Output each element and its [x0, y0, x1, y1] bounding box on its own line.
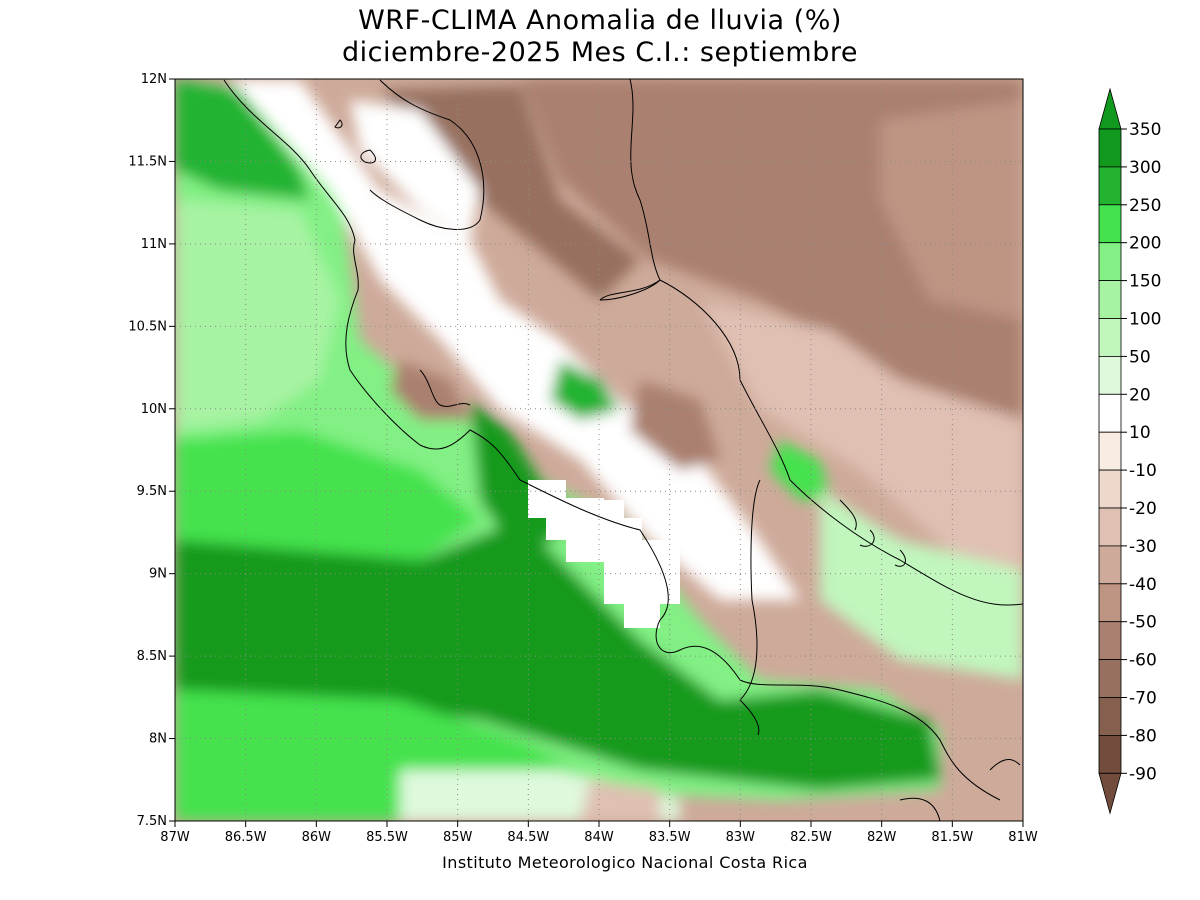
colorbar-label: -80 — [1129, 726, 1157, 746]
field-talamanca-dry — [630, 380, 720, 470]
border-segment — [599, 279, 661, 301]
colorbar-swatch — [1098, 469, 1122, 509]
azuero-coast — [989, 759, 1021, 771]
x-tick-label: 86W — [302, 830, 332, 845]
colorbar-swatch — [1098, 355, 1122, 395]
y-tick-label: 9N — [149, 567, 167, 582]
colorbar-label: 10 — [1129, 423, 1151, 443]
x-tick-label: 84.5W — [507, 830, 549, 845]
pacific-coast-nicaragua — [223, 79, 521, 481]
y-tick-label: 11N — [141, 237, 167, 252]
colorbar-swatch — [1098, 697, 1122, 736]
field-caribbean-wet-spot — [770, 440, 830, 500]
colorbar-label: -40 — [1129, 575, 1157, 595]
y-axis: 7.5N 8N 8.5N 9N 9.5N 10N 10.5N 11N 11.5N 12N — [128, 72, 175, 829]
colorbar-label: 20 — [1129, 385, 1151, 405]
nicaragua-border — [599, 79, 661, 301]
x-tick-label: 85W — [443, 830, 473, 845]
colorbar-swatch — [1098, 507, 1122, 547]
field-caribbean-light — [700, 300, 1023, 600]
colorbar-label: -20 — [1129, 499, 1157, 519]
x-tick-label: 81.5W — [931, 830, 973, 845]
field-gulf-fonseca-wet — [175, 79, 310, 200]
map-credit: Instituto Meteorologico Nacional Costa R… — [442, 853, 808, 872]
field-nicaragua-dry — [380, 85, 640, 300]
y-tick-label: 9.5N — [137, 484, 167, 499]
map-title-line1: WRF-CLIMA Anomalia de lluvia (%) — [358, 5, 842, 36]
island-coiba — [899, 797, 941, 821]
colorbar-label: -50 — [1129, 613, 1157, 633]
colorbar-label: 200 — [1129, 234, 1161, 254]
colorbar-label: 350 — [1129, 120, 1161, 140]
field-south-dry-spot — [580, 780, 660, 821]
x-tick-label: 87W — [160, 830, 190, 845]
colorbar-label: -10 — [1129, 461, 1157, 481]
colorbar-label: 100 — [1129, 310, 1161, 330]
y-tick-label: 12N — [141, 72, 167, 87]
lake-nicaragua-shore — [369, 79, 485, 230]
x-tick-label: 84W — [584, 830, 614, 845]
field-pacific-mid — [175, 200, 340, 430]
colorbar-label: 150 — [1129, 272, 1161, 292]
lat-lon-grid — [175, 79, 1023, 821]
x-tick-label: 82W — [867, 830, 897, 845]
panama-border — [739, 479, 761, 736]
x-tick-label: 86.5W — [225, 830, 267, 845]
colorbar-label: -30 — [1129, 537, 1157, 557]
colorbar-label: -60 — [1129, 651, 1157, 671]
colorbar-swatch — [1098, 735, 1122, 774]
colorbar-top-arrow — [1098, 87, 1122, 130]
coastlines — [223, 79, 1023, 821]
y-tick-label: 10.5N — [128, 319, 167, 334]
colorbar-label: -90 — [1129, 764, 1157, 784]
panama-caribbean-coast — [789, 479, 1023, 606]
y-tick-label: 7.5N — [137, 814, 167, 829]
colorbar-swatch — [1098, 659, 1122, 698]
gulf-nicoya-coast — [419, 369, 471, 407]
colorbar-label: 50 — [1129, 347, 1151, 367]
y-tick-label: 11.5N — [128, 154, 167, 169]
colorbar-swatch — [1098, 621, 1122, 661]
field-nicoya-dry — [390, 360, 470, 420]
field-lake-nicaragua — [350, 100, 480, 240]
x-axis: 87W 86.5W 86W 85.5W 85W 84.5W 84W 83.5W 83W 82.5W… — [160, 821, 1038, 845]
colorbar-swatch — [1098, 204, 1122, 244]
pacific-coast-south — [519, 479, 1001, 801]
field-pacific-strongest — [175, 520, 940, 790]
colorbar-swatch — [1098, 166, 1122, 206]
colorbar-swatch — [1098, 583, 1122, 623]
island-ometepe — [360, 149, 376, 164]
x-tick-label: 83.5W — [649, 830, 691, 845]
colorbar-bottom-arrow — [1098, 772, 1122, 815]
island-small — [334, 119, 343, 129]
colorbar-swatch — [1098, 280, 1122, 319]
field-masked-area — [528, 480, 680, 628]
colorbar-swatch — [1098, 431, 1122, 471]
field-panama-caribbean-wet — [820, 490, 1023, 680]
field-near-zero-band — [230, 79, 800, 600]
colorbar: 350 300 250 200 150 100 50 20 10 -10 -20 -30 -40 -50 -… — [1098, 87, 1161, 815]
colorbar-swatch — [1098, 318, 1122, 357]
colorbar-swatch — [1098, 128, 1122, 168]
field-pacific-strong — [175, 430, 480, 560]
colorbar-label: 250 — [1129, 196, 1161, 216]
x-tick-label: 83W — [726, 830, 756, 845]
field-central-wet-spot — [550, 360, 620, 420]
colorbar-label: -70 — [1129, 689, 1157, 709]
bocas-islands — [839, 499, 906, 567]
x-tick-label: 85.5W — [366, 830, 408, 845]
field-east-dry — [880, 100, 1023, 320]
colorbar-swatch — [1098, 545, 1122, 585]
y-tick-label: 8.5N — [137, 649, 167, 664]
colorbar-label: 300 — [1129, 158, 1161, 178]
colorbar-swatch — [1098, 393, 1122, 433]
x-tick-label: 82.5W — [790, 830, 832, 845]
y-tick-label: 10N — [141, 402, 167, 417]
x-tick-label: 81W — [1008, 830, 1038, 845]
colorbar-swatch — [1098, 242, 1122, 281]
map-title-line2: diciembre-2025 Mes C.I.: septiembre — [342, 37, 858, 68]
y-tick-label: 8N — [149, 732, 167, 747]
